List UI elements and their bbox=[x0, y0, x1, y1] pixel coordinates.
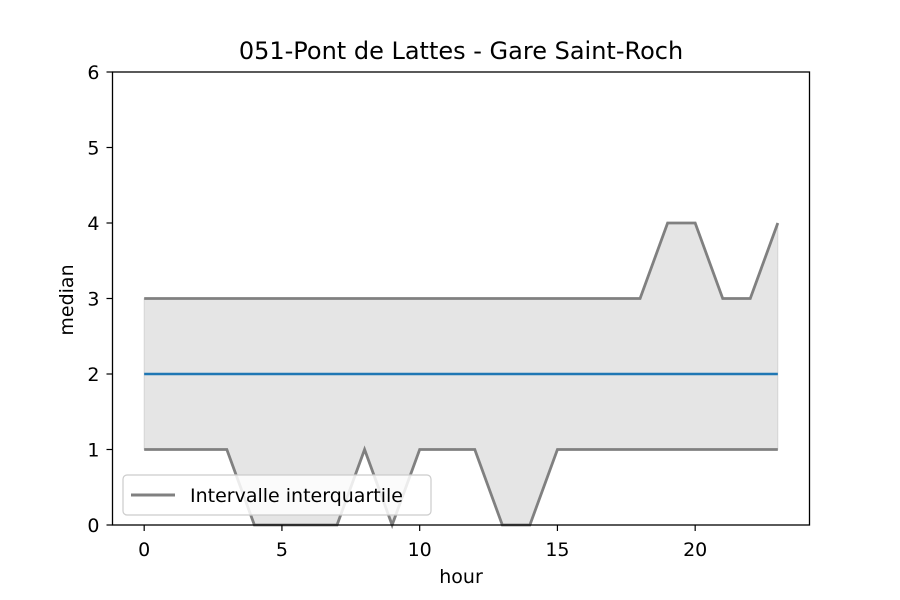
x-tick-label: 5 bbox=[276, 539, 288, 561]
y-tick-label: 6 bbox=[87, 62, 99, 84]
x-axis-label: hour bbox=[439, 566, 483, 588]
q3-line bbox=[144, 221, 780, 300]
y-tick-label: 4 bbox=[87, 213, 99, 235]
y-tick-label: 2 bbox=[87, 364, 99, 386]
y-tick-label: 1 bbox=[87, 440, 99, 462]
y-tick-label: 3 bbox=[87, 289, 99, 311]
legend-label-iqr: Intervalle interquartile bbox=[190, 485, 403, 507]
chart-title: 051-Pont de Lattes - Gare Saint-Roch bbox=[239, 37, 683, 65]
x-tick-label: 15 bbox=[545, 539, 569, 561]
y-tick-label: 0 bbox=[87, 515, 99, 537]
x-axis-ticks: 0 5 10 15 20 bbox=[138, 525, 707, 561]
x-tick-label: 10 bbox=[408, 539, 432, 561]
y-axis-label: median bbox=[56, 264, 78, 335]
x-tick-label: 20 bbox=[683, 539, 707, 561]
y-tick-label: 5 bbox=[87, 138, 99, 160]
x-tick-label: 0 bbox=[138, 539, 150, 561]
legend-box bbox=[122, 474, 432, 516]
legend: Intervalle interquartile bbox=[122, 474, 432, 516]
y-axis-ticks: 0 1 2 3 4 5 6 bbox=[87, 62, 113, 537]
